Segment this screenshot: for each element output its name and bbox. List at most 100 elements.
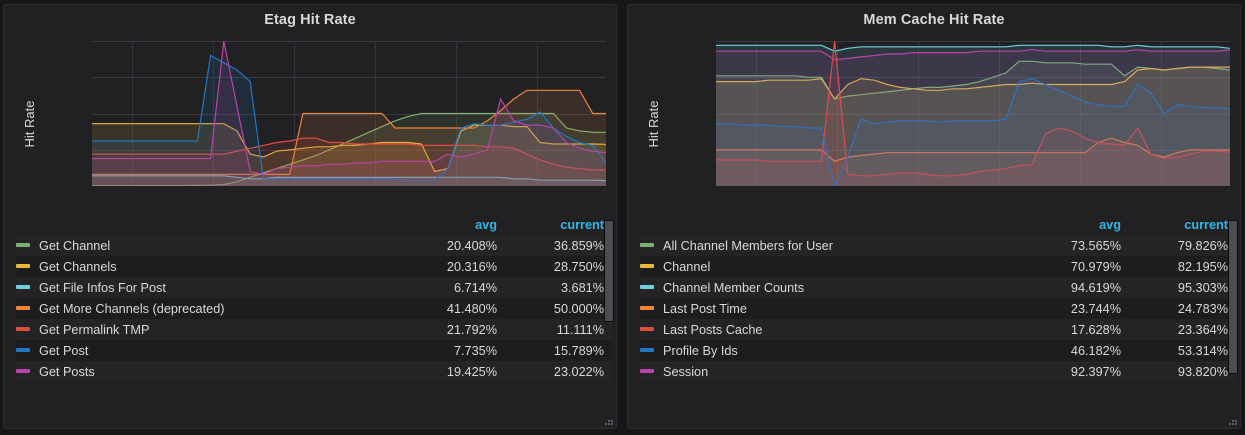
legend-scrollbar[interactable] <box>604 220 614 322</box>
legend-color-swatch[interactable] <box>640 348 654 353</box>
x-gridline <box>294 41 295 186</box>
legend-color-swatch[interactable] <box>640 243 654 248</box>
legend-scrollbar[interactable] <box>1228 220 1238 374</box>
legend-table-container[interactable]: avg current Get Channel 20.408% 36.859% Get… <box>4 216 616 428</box>
series-line[interactable] <box>92 56 606 181</box>
legend-series-name[interactable]: Session <box>640 361 1022 382</box>
legend-color-swatch[interactable] <box>16 327 30 332</box>
legend-table-container[interactable]: avg current All Channel Members for User… <box>628 216 1240 428</box>
legend-color-swatch[interactable] <box>16 369 30 374</box>
series-line[interactable] <box>92 114 606 186</box>
legend-row[interactable]: Get File Infos For Post 6.714% 3.681% <box>16 277 612 298</box>
legend-color-swatch[interactable] <box>16 243 30 248</box>
y-gridline <box>92 41 606 42</box>
legend-row[interactable]: Last Post Time 23.744% 24.783% <box>640 298 1236 319</box>
legend-header-avg[interactable]: avg <box>1099 218 1121 232</box>
legend-row[interactable]: Get Post 7.735% 15.789% <box>16 340 612 361</box>
series-line[interactable] <box>92 41 606 174</box>
legend-series-name[interactable]: Channel <box>640 256 1022 277</box>
plot-region[interactable]: 0%25.00%50.00%75.00%100.00%20:0000:0004:… <box>716 41 1230 186</box>
legend-series-name[interactable]: Get Channel <box>16 235 398 256</box>
legend-series-name[interactable]: Get Permalink TMP <box>16 319 398 340</box>
panel-title[interactable]: Etag Hit Rate <box>264 12 356 28</box>
graph-canvas[interactable]: Hit Rate 0%25.00%50.00%75.00%100.00%20:0… <box>628 31 1232 216</box>
legend-series-label: Get Channels <box>39 259 117 274</box>
legend-current-value: 93.820% <box>1129 361 1236 382</box>
graph-area[interactable]: Hit Rate 0%25.00%50.00%75.00%100.00%1/11… <box>4 31 616 216</box>
series-line[interactable] <box>716 45 1230 51</box>
series-area <box>92 123 606 186</box>
legend-header-row: avg current <box>640 216 1236 235</box>
series-line[interactable] <box>92 176 606 181</box>
series-area <box>92 113 606 186</box>
legend-header-current[interactable]: current <box>560 218 604 232</box>
legend-series-label: Session <box>663 364 709 379</box>
legend-color-swatch[interactable] <box>640 306 654 311</box>
series-line[interactable] <box>716 67 1230 99</box>
legend-current-value: 15.789% <box>505 340 612 361</box>
panel-mem-cache-hit-rate[interactable]: Mem Cache Hit Rate Hit Rate 0%25.00%50.0… <box>627 4 1241 429</box>
legend-color-swatch[interactable] <box>640 264 654 269</box>
legend-series-name[interactable]: All Channel Members for User <box>640 235 1022 256</box>
legend-row[interactable]: Channel Member Counts 94.619% 95.303% <box>640 277 1236 298</box>
panel-resize-handle[interactable] <box>604 418 613 425</box>
legend-row[interactable]: Get Permalink TMP 21.792% 11.111% <box>16 319 612 340</box>
legend-row[interactable]: Profile By Ids 46.182% 53.314% <box>640 340 1236 361</box>
legend-series-label: Get Channel <box>39 238 111 253</box>
series-line[interactable] <box>92 138 606 170</box>
panel-etag-hit-rate[interactable]: Etag Hit Rate Hit Rate 0%25.00%50.00%75.… <box>3 4 617 429</box>
legend-header-avg[interactable]: avg <box>475 218 497 232</box>
panel-title[interactable]: Mem Cache Hit Rate <box>863 12 1005 28</box>
y-gridline <box>92 149 606 151</box>
legend-color-swatch[interactable] <box>16 264 30 269</box>
legend-color-swatch[interactable] <box>16 285 30 290</box>
legend-series-name[interactable]: Get Posts <box>16 361 398 382</box>
legend-series-name[interactable]: Profile By Ids <box>640 340 1022 361</box>
series-line[interactable] <box>716 79 1230 186</box>
series-line[interactable] <box>716 61 1230 99</box>
legend-series-name[interactable]: Channel Member Counts <box>640 277 1022 298</box>
legend-color-swatch[interactable] <box>640 369 654 374</box>
legend-header-current[interactable]: current <box>1184 218 1228 232</box>
legend-current-value: 3.681% <box>505 277 612 298</box>
legend-series-name[interactable]: Last Post Time <box>640 298 1022 319</box>
y-gridline <box>92 77 606 79</box>
legend-color-swatch[interactable] <box>640 285 654 290</box>
legend-series-name[interactable]: Get Post <box>16 340 398 361</box>
legend-row[interactable]: Get Channel 20.408% 36.859% <box>16 235 612 256</box>
legend-series-label: Get Permalink TMP <box>39 322 150 337</box>
graph-area[interactable]: Hit Rate 0%25.00%50.00%75.00%100.00%20:0… <box>628 31 1240 216</box>
series-line[interactable] <box>92 124 606 172</box>
series-line[interactable] <box>92 90 606 174</box>
series-line[interactable] <box>716 41 1230 176</box>
series-line[interactable] <box>716 138 1230 161</box>
legend-row[interactable]: Get More Channels (deprecated) 41.480% 50.… <box>16 298 612 319</box>
legend-header-name[interactable] <box>16 216 398 235</box>
legend-color-swatch[interactable] <box>16 306 30 311</box>
legend-series-name[interactable]: Get File Infos For Post <box>16 277 398 298</box>
legend-color-swatch[interactable] <box>640 327 654 332</box>
legend-series-name[interactable]: Get More Channels (deprecated) <box>16 298 398 319</box>
series-line[interactable] <box>716 50 1230 60</box>
legend-color-swatch[interactable] <box>16 348 30 353</box>
legend-current-value: 50.000% <box>505 298 612 319</box>
legend-avg-value: 20.408% <box>398 235 505 256</box>
legend-series-name[interactable]: Get Channels <box>16 256 398 277</box>
legend-row[interactable]: All Channel Members for User 73.565% 79.82… <box>640 235 1236 256</box>
legend-row[interactable]: Session 92.397% 93.820% <box>640 361 1236 382</box>
panel-resize-handle[interactable] <box>1228 418 1237 425</box>
legend-row[interactable]: Get Posts 19.425% 23.022% <box>16 361 612 382</box>
legend-row[interactable]: Last Posts Cache 17.628% 23.364% <box>640 319 1236 340</box>
legend-avg-value: 94.619% <box>1022 277 1129 298</box>
series-layer <box>92 41 606 186</box>
legend-current-value: 82.195% <box>1129 256 1236 277</box>
legend-header-name[interactable] <box>640 216 1022 235</box>
legend-series-name[interactable]: Last Posts Cache <box>640 319 1022 340</box>
legend-row[interactable]: Channel 70.979% 82.195% <box>640 256 1236 277</box>
series-area <box>716 138 1230 186</box>
graph-canvas[interactable]: Hit Rate 0%25.00%50.00%75.00%100.00%1/11… <box>4 31 608 216</box>
x-gridline <box>918 41 919 186</box>
legend-row[interactable]: Get Channels 20.316% 28.750% <box>16 256 612 277</box>
plot-region[interactable]: 0%25.00%50.00%75.00%100.00%1/11 20:001/1… <box>92 41 606 186</box>
legend-table: avg current Get Channel 20.408% 36.859% Get… <box>16 216 612 382</box>
